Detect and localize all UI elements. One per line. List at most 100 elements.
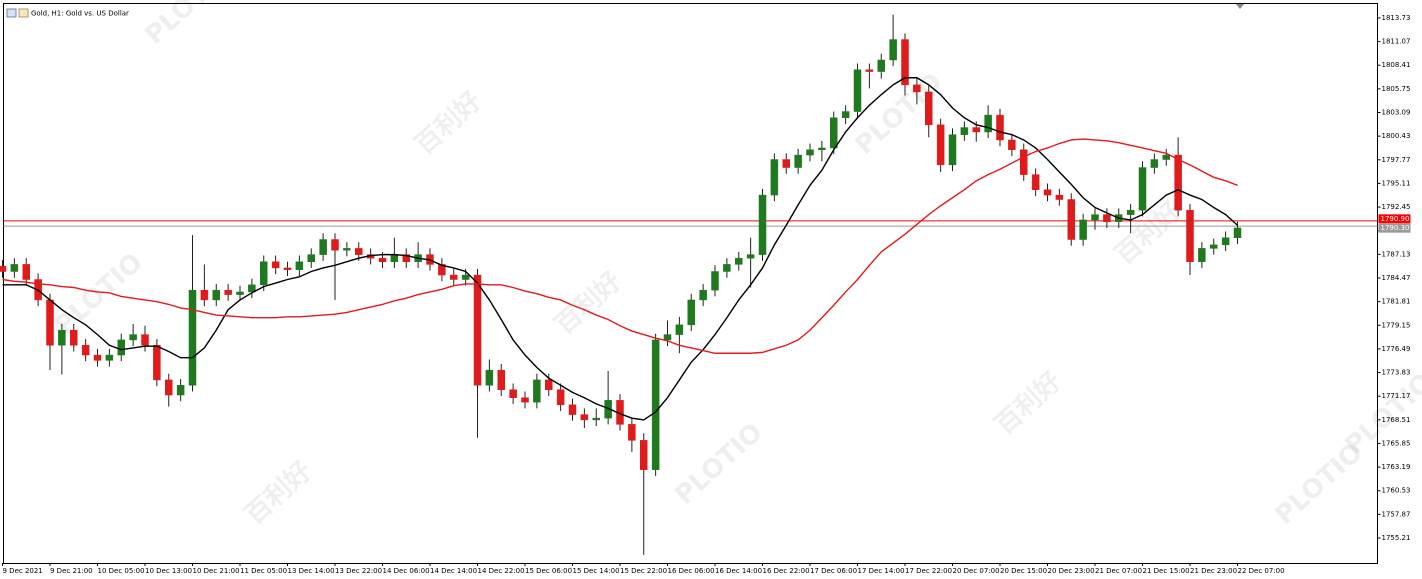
candle-body	[972, 127, 980, 133]
candle-body	[948, 134, 957, 166]
y-tick-label: 1757.87	[1382, 510, 1411, 518]
candle-body	[473, 274, 482, 386]
candle-body	[165, 379, 173, 396]
candle-body	[1020, 149, 1028, 175]
candle-body	[818, 147, 826, 150]
y-tick-label: 1792.45	[1382, 203, 1411, 211]
candle-body	[675, 324, 684, 335]
candle-body	[699, 289, 707, 301]
x-tick-label: 21 Dec 07:00	[1095, 567, 1142, 575]
candle-body	[331, 239, 339, 251]
candle-body	[913, 84, 921, 93]
candle-body	[355, 248, 363, 255]
x-tick-label: 9 Dec 21:00	[50, 567, 93, 575]
y-tick-label: 1795.11	[1382, 179, 1411, 187]
candle-body	[0, 265, 7, 272]
price-label-box	[1378, 214, 1411, 224]
chart-icon[interactable]	[18, 8, 29, 18]
candle-body	[1008, 139, 1016, 150]
x-tick-label: 15 Dec 06:00	[525, 567, 572, 575]
candle-body	[141, 334, 149, 346]
candle-body	[556, 389, 565, 406]
candle-body	[723, 264, 731, 272]
candle-body	[1162, 154, 1170, 160]
candle-body	[568, 404, 577, 415]
candle-body	[46, 299, 54, 346]
candle-body	[10, 264, 19, 272]
candle-body	[865, 69, 874, 72]
candle-body	[188, 289, 197, 386]
candle-body	[1091, 214, 1099, 221]
x-tick-label: 21 Dec 15:00	[1143, 567, 1190, 575]
y-tick-label: 1797.77	[1382, 156, 1411, 164]
candle-body	[936, 124, 945, 166]
candle-body	[93, 354, 102, 361]
y-tick-label: 1760.53	[1382, 487, 1411, 495]
candle-body	[105, 354, 114, 361]
x-tick-label: 10 Dec 05:00	[98, 567, 145, 575]
moving-average	[2, 77, 1238, 421]
y-tick-label: 1813.73	[1382, 14, 1411, 22]
candle-body	[58, 329, 66, 346]
candle-body	[1126, 209, 1135, 215]
candle-body	[461, 274, 470, 280]
price-label-box	[1378, 223, 1411, 233]
candle-body	[295, 261, 304, 270]
y-tick-label: 1755.21	[1382, 534, 1411, 542]
x-tick-label: 10 Dec 21:00	[193, 567, 240, 575]
candle-body	[307, 254, 315, 262]
x-tick-label: 11 Dec 05:00	[240, 567, 287, 575]
candle-body	[22, 264, 30, 280]
candle-body	[70, 329, 78, 346]
y-tick-label: 1787.13	[1382, 250, 1411, 258]
candle-body	[841, 111, 850, 119]
x-tick-label: 16 Dec 06:00	[668, 567, 715, 575]
x-tick-label: 14 Dec 14:00	[430, 567, 477, 575]
symbol-icon[interactable]	[6, 8, 17, 18]
y-tick-label: 1811.07	[1382, 38, 1411, 46]
candle-body	[236, 291, 244, 295]
chart-title: Gold, H1: Gold vs. US Dollar	[31, 10, 129, 18]
candle-body	[81, 345, 90, 356]
shift-marker[interactable]	[1236, 4, 1244, 9]
y-tick-label: 1808.41	[1382, 61, 1411, 69]
x-tick-label: 16 Dec 14:00	[715, 567, 762, 575]
moving-average	[2, 138, 1238, 354]
y-tick-label: 1773.83	[1382, 369, 1411, 377]
candle-body	[984, 114, 992, 133]
candle-body	[248, 284, 256, 293]
x-tick-label: 9 Dec 2021	[3, 567, 43, 575]
candle-body	[735, 257, 743, 265]
candle-body	[1067, 199, 1075, 240]
candle-body	[794, 154, 802, 168]
candle-body	[200, 289, 209, 301]
x-tick-label: 13 Dec 22:00	[335, 567, 382, 575]
x-tick-label: 14 Dec 22:00	[478, 567, 525, 575]
candle-body	[1174, 154, 1182, 211]
y-tick-label: 1803.09	[1382, 109, 1411, 117]
candle-body	[960, 127, 969, 135]
candle-body	[176, 385, 185, 396]
candle-body	[271, 261, 280, 269]
candle-body	[925, 91, 933, 126]
y-tick-label: 1784.47	[1382, 274, 1411, 282]
candle-body	[390, 254, 399, 262]
price-label: 1790.90	[1381, 215, 1410, 223]
candle-body	[758, 194, 767, 255]
candle-body	[1210, 244, 1218, 249]
candle-body	[889, 39, 897, 61]
candle-body	[1150, 159, 1159, 168]
x-tick-label: 13 Dec 14:00	[288, 567, 335, 575]
x-tick-label: 22 Dec 07:00	[1238, 567, 1285, 575]
candle-body	[545, 379, 553, 390]
candle-body	[877, 59, 885, 72]
candle-body	[770, 159, 779, 196]
candle-body	[1138, 167, 1147, 211]
y-tick-label: 1765.85	[1382, 439, 1411, 447]
x-tick-label: 17 Dec 14:00	[858, 567, 905, 575]
candle-body	[1103, 214, 1111, 222]
x-tick-label: 15 Dec 14:00	[573, 567, 620, 575]
plot-frame	[3, 3, 1378, 564]
candle-body	[129, 334, 137, 341]
